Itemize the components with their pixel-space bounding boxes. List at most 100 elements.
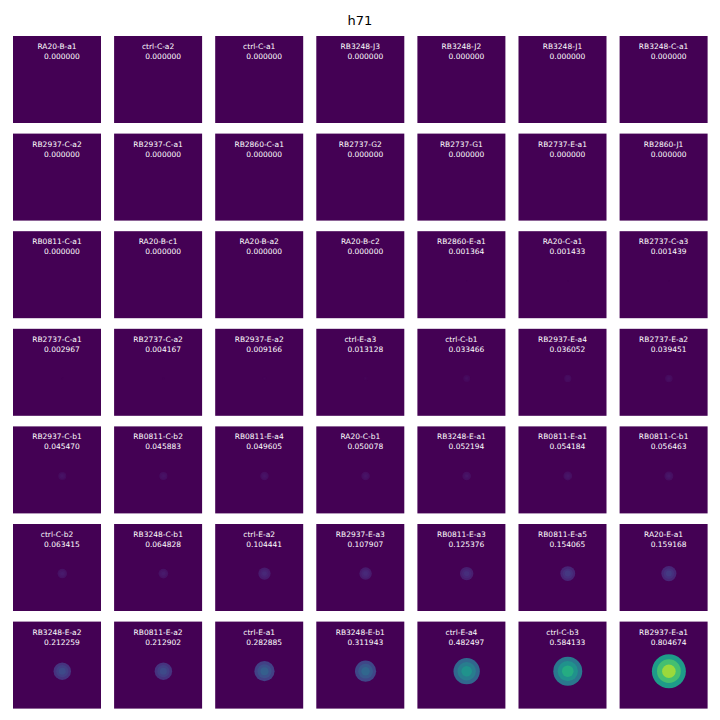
panel-label: RB2737-C-a3 <box>639 237 689 246</box>
blob <box>661 566 676 581</box>
panel: RB0811-C-b20.045883 <box>114 426 202 513</box>
blob <box>258 567 270 579</box>
panel-background <box>417 231 505 318</box>
panel: ctrl-C-a20.000000 <box>114 36 202 123</box>
panel-label: RB2937-E-a4 <box>538 335 587 344</box>
blob <box>563 472 572 481</box>
panel: RB3248-J10.000000 <box>519 36 607 123</box>
panel-value: 0.000000 <box>145 52 181 61</box>
blob <box>260 472 268 480</box>
panel-label: RA20-C-a1 <box>543 237 583 246</box>
panel-background <box>519 134 607 221</box>
blob-group <box>155 662 172 679</box>
panel-background <box>316 426 404 513</box>
panel-label: RB2937-E-a1 <box>639 628 688 637</box>
panel-label: RB3248-J2 <box>442 42 482 51</box>
panel-value: 0.212259 <box>44 638 80 647</box>
panel-value: 0.000000 <box>44 150 80 159</box>
panel-label: RB2937-E-a2 <box>235 335 284 344</box>
panel-background <box>13 426 101 513</box>
blob <box>61 377 63 379</box>
blob-group <box>260 472 268 480</box>
blob <box>553 657 582 686</box>
blob <box>163 378 165 380</box>
panel-label: ctrl-C-a1 <box>243 42 275 51</box>
panel-value: 0.000000 <box>246 247 282 256</box>
panel-value: 0.000000 <box>44 247 80 256</box>
panel-background <box>620 36 708 123</box>
panel-label: RA20-B-a2 <box>240 237 279 246</box>
panel-background <box>519 36 607 123</box>
blob <box>161 473 167 479</box>
panel-value: 0.000000 <box>347 52 383 61</box>
blob <box>466 280 468 282</box>
panel-label: ctrl-C-b3 <box>546 628 579 637</box>
panel-label: ctrl-C-b2 <box>41 530 74 539</box>
panel: RB0811-E-a30.125376 <box>417 524 505 611</box>
blob <box>567 280 568 281</box>
blob <box>159 569 169 579</box>
panel-label: RB3248-C-a1 <box>639 42 689 51</box>
panel-value: 0.000000 <box>347 150 383 159</box>
panel-label: RB3248-E-b1 <box>336 628 385 637</box>
blob <box>162 377 164 379</box>
blob <box>457 662 475 680</box>
panel-background <box>316 134 404 221</box>
blob <box>264 378 265 379</box>
panel: RB2860-C-a10.000000 <box>215 134 303 221</box>
panel: RA20-C-a10.001433 <box>519 231 607 318</box>
panel-background <box>114 231 202 318</box>
panel: RB2737-G10.000000 <box>417 134 505 221</box>
panel-value: 0.013128 <box>347 345 383 354</box>
panel-label: RB2737-G1 <box>440 140 483 149</box>
panel-label: RB2860-E-a1 <box>437 237 486 246</box>
panel-background <box>620 622 708 709</box>
blob <box>260 569 269 578</box>
blob-group <box>355 661 376 682</box>
panel-background <box>316 329 404 416</box>
blob-group <box>162 377 164 379</box>
panel-background <box>417 622 505 709</box>
blob-group <box>54 662 71 679</box>
panel-background <box>13 524 101 611</box>
panel-value: 0.039451 <box>651 345 687 354</box>
panel: RA20-B-c20.000000 <box>316 231 404 318</box>
blob <box>667 474 671 478</box>
blob <box>157 665 169 677</box>
blob <box>668 280 669 281</box>
blob <box>465 474 468 477</box>
panel-background <box>215 134 303 221</box>
blob <box>58 472 66 480</box>
blob <box>454 658 480 684</box>
panel: RB3248-E-a10.052194 <box>417 426 505 513</box>
blob <box>668 280 670 282</box>
panel-label: RB3248-E-a1 <box>437 432 486 441</box>
panel: RA20-C-b10.050078 <box>316 426 404 513</box>
panel-label: RA20-E-a1 <box>644 530 683 539</box>
blob-group <box>463 375 470 382</box>
panel-background <box>114 622 202 709</box>
panel-background <box>114 426 202 513</box>
panel-label: ctrl-E-a3 <box>344 335 376 344</box>
panel-label: RB0811-C-b2 <box>133 432 183 441</box>
blob <box>466 280 468 282</box>
blob-group <box>159 569 169 579</box>
panel-label: RB0811-E-a1 <box>538 432 587 441</box>
panel: RB2937-C-a20.000000 <box>13 134 101 221</box>
panel: RB2737-C-a20.004167 <box>114 329 202 416</box>
blob <box>363 571 368 576</box>
blob-group <box>254 661 274 681</box>
blob <box>566 474 570 478</box>
panel-background <box>215 329 303 416</box>
panel-label: RB2937-C-a1 <box>133 140 183 149</box>
panel: RB2737-G20.000000 <box>316 134 404 221</box>
panel-background <box>620 329 708 416</box>
panel-value: 0.063415 <box>44 540 80 549</box>
blob-group <box>454 658 480 684</box>
panel-value: 0.049605 <box>246 442 282 451</box>
panel: RB0811-C-a10.000000 <box>13 231 101 318</box>
panel: RB2937-E-a10.804674 <box>620 622 708 709</box>
panel-value: 0.000000 <box>145 150 181 159</box>
panel-background <box>215 231 303 318</box>
blob <box>62 378 63 379</box>
